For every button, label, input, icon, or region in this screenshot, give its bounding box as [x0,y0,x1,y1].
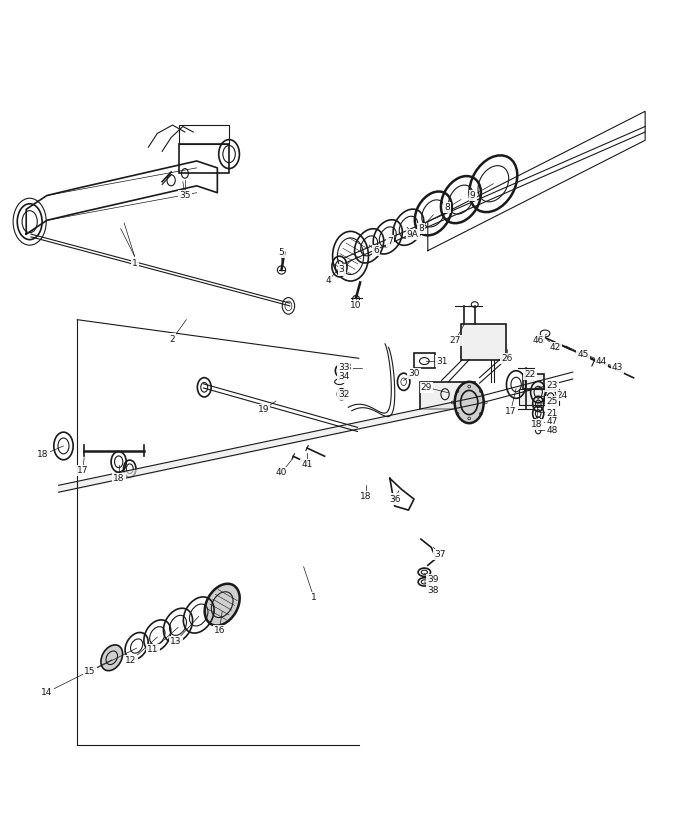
Text: 42: 42 [550,343,561,352]
Bar [461,324,506,360]
Ellipse shape [101,645,123,671]
Bar [179,144,229,174]
Bar [420,382,475,410]
Text: 1: 1 [132,259,137,268]
Text: 1: 1 [311,593,317,602]
Ellipse shape [455,382,484,424]
Text: 19: 19 [258,405,269,414]
Text: 23: 23 [546,381,558,390]
Text: 45: 45 [578,350,589,359]
Text: 14: 14 [41,688,52,697]
Text: 3: 3 [339,265,344,274]
Text: 8: 8 [418,224,424,233]
Text: 29: 29 [421,383,432,392]
Text: 21: 21 [546,409,558,418]
Text: 33: 33 [338,363,349,372]
Text: 24: 24 [557,391,568,400]
Text: 31: 31 [436,357,447,366]
Text: 35: 35 [179,191,190,200]
Text: 9: 9 [470,191,475,200]
Text: 9A: 9A [406,229,419,238]
Text: 6: 6 [373,246,379,255]
Text: 41: 41 [302,460,313,469]
Text: 32: 32 [338,390,349,399]
Text: 44: 44 [596,357,607,366]
Text: 30: 30 [408,369,420,378]
Text: 11: 11 [148,645,159,654]
Text: 18: 18 [360,492,371,501]
Text: 36: 36 [389,494,400,503]
Text: 48: 48 [546,426,558,435]
Text: 25: 25 [546,397,558,406]
Bar [523,374,544,388]
Text: 20: 20 [546,400,558,409]
Text: 10: 10 [351,301,362,310]
Text: 8: 8 [444,203,450,212]
Text: 5: 5 [278,248,284,257]
Text: 37: 37 [435,550,446,559]
Text: 15: 15 [84,667,95,676]
Text: 43: 43 [612,363,623,372]
Text: 4: 4 [326,276,331,285]
Text: 7: 7 [387,237,393,246]
Bar [519,389,559,405]
Text: 27: 27 [450,336,461,345]
Text: 38: 38 [428,586,439,595]
Text: 26: 26 [502,354,513,363]
Bar [414,353,435,368]
Bar [179,125,229,144]
Text: 22: 22 [524,370,535,379]
Text: 18: 18 [113,474,124,483]
Text: 12: 12 [126,656,137,665]
Text: 18: 18 [37,450,48,459]
Text: 47: 47 [546,417,558,426]
Text: 46: 46 [533,336,544,345]
Text: 16: 16 [214,626,225,635]
Text: 34: 34 [338,372,349,381]
Text: 17: 17 [77,466,88,475]
Text: 17: 17 [505,407,516,416]
Text: 13: 13 [170,636,181,645]
Text: 18: 18 [531,420,542,429]
Text: 40: 40 [276,468,287,477]
Ellipse shape [205,583,239,626]
Text: 39: 39 [428,574,439,583]
Text: 28: 28 [341,363,352,372]
Text: 2: 2 [170,335,175,344]
